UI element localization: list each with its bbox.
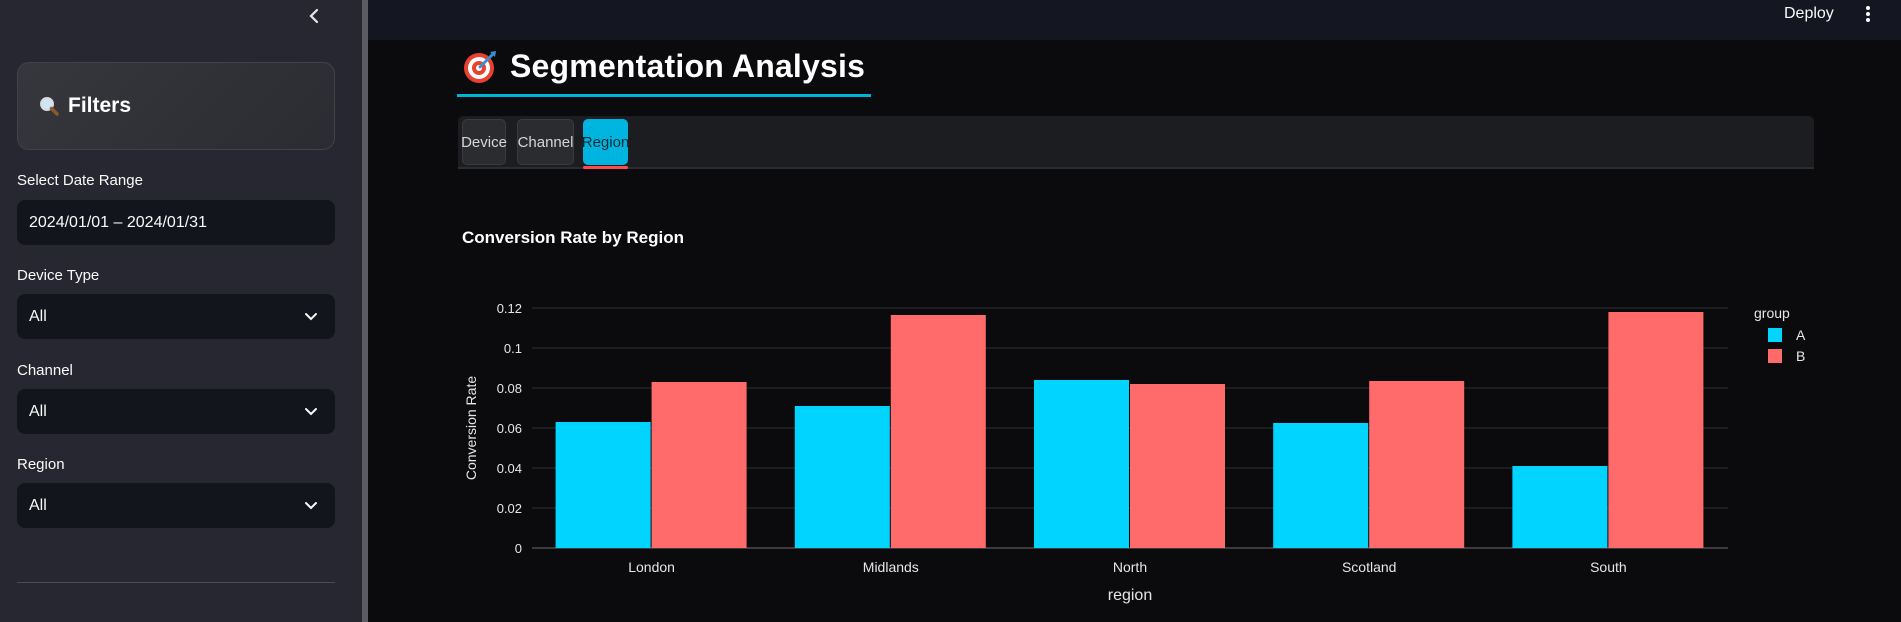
chevron-left-icon — [309, 8, 319, 24]
y-tick-label: 0.06 — [497, 421, 522, 436]
deploy-button[interactable]: Deploy — [1784, 5, 1834, 22]
sidebar-resize-handle[interactable] — [362, 0, 368, 622]
active-tab-indicator — [583, 166, 628, 169]
y-tick-label: 0.12 — [497, 301, 522, 316]
legend-label-b: B — [1796, 348, 1805, 364]
tab-bar: Device Channel Region — [458, 116, 1814, 169]
y-tick-label: 0.08 — [497, 381, 522, 396]
bar-a-scotland — [1273, 423, 1369, 548]
top-header — [368, 0, 1901, 40]
kebab-menu-icon — [1866, 6, 1870, 22]
target-dart-icon — [464, 50, 496, 83]
page-header: Segmentation Analysis — [462, 48, 865, 85]
region-select[interactable]: All — [17, 483, 335, 528]
x-tick-label: Scotland — [1342, 559, 1396, 575]
date-range-label: Select Date Range — [17, 172, 143, 189]
region-label: Region — [17, 456, 65, 473]
filters-title: Filters — [68, 94, 132, 117]
legend-label-a: A — [1796, 327, 1806, 343]
legend-title: group — [1754, 305, 1790, 321]
x-tick-label: South — [1590, 559, 1627, 575]
legend-swatch-a — [1768, 328, 1782, 342]
tab-region[interactable]: Region — [582, 119, 629, 165]
x-axis-title: region — [1108, 587, 1152, 604]
main-menu-button[interactable] — [1858, 3, 1878, 25]
collapse-sidebar-button[interactable] — [302, 4, 326, 28]
title-underline — [457, 94, 871, 97]
bar-b-midlands — [890, 315, 986, 548]
device-type-value: All — [29, 307, 47, 325]
region-value: All — [29, 496, 47, 514]
device-type-select[interactable]: All — [17, 294, 335, 339]
page-title: Segmentation Analysis — [510, 48, 866, 84]
bar-b-london — [651, 382, 747, 548]
y-tick-label: 0.04 — [497, 461, 522, 476]
chevron-down-icon — [305, 313, 317, 321]
y-tick-label: 0.1 — [504, 341, 522, 356]
y-axis-title: Conversion Rate — [463, 376, 479, 480]
channel-select[interactable]: All — [17, 389, 335, 434]
bar-a-south — [1512, 466, 1608, 548]
channel-label: Channel — [17, 362, 73, 379]
magnifier-icon — [38, 95, 60, 117]
chevron-down-icon — [305, 502, 317, 510]
bar-b-scotland — [1369, 381, 1465, 548]
date-range-input[interactable]: 2024/01/01 – 2024/01/31 — [17, 200, 335, 245]
bar-b-south — [1608, 312, 1704, 548]
x-tick-label: Midlands — [863, 559, 919, 575]
chevron-down-icon — [305, 408, 317, 416]
bar-a-north — [1034, 380, 1129, 548]
x-tick-label: North — [1113, 559, 1147, 575]
y-tick-label: 0 — [515, 541, 522, 556]
legend-swatch-b — [1768, 349, 1782, 363]
sidebar-divider — [17, 582, 335, 583]
bar-a-midlands — [794, 406, 890, 548]
filters-card: Filters — [17, 62, 335, 150]
device-type-label: Device Type — [17, 267, 100, 284]
sidebar: Filters Select Date Range 2024/01/01 – 2… — [0, 0, 362, 622]
bar-a-london — [555, 422, 651, 548]
tab-device[interactable]: Device — [461, 119, 507, 165]
channel-value: All — [29, 402, 47, 420]
x-tick-label: London — [628, 559, 675, 575]
date-range-value: 2024/01/01 – 2024/01/31 — [29, 213, 207, 231]
y-tick-label: 0.02 — [497, 501, 522, 516]
bar-b-north — [1130, 384, 1225, 548]
chart-title: Conversion Rate by Region — [462, 228, 684, 247]
tab-channel[interactable]: Channel — [517, 119, 574, 165]
